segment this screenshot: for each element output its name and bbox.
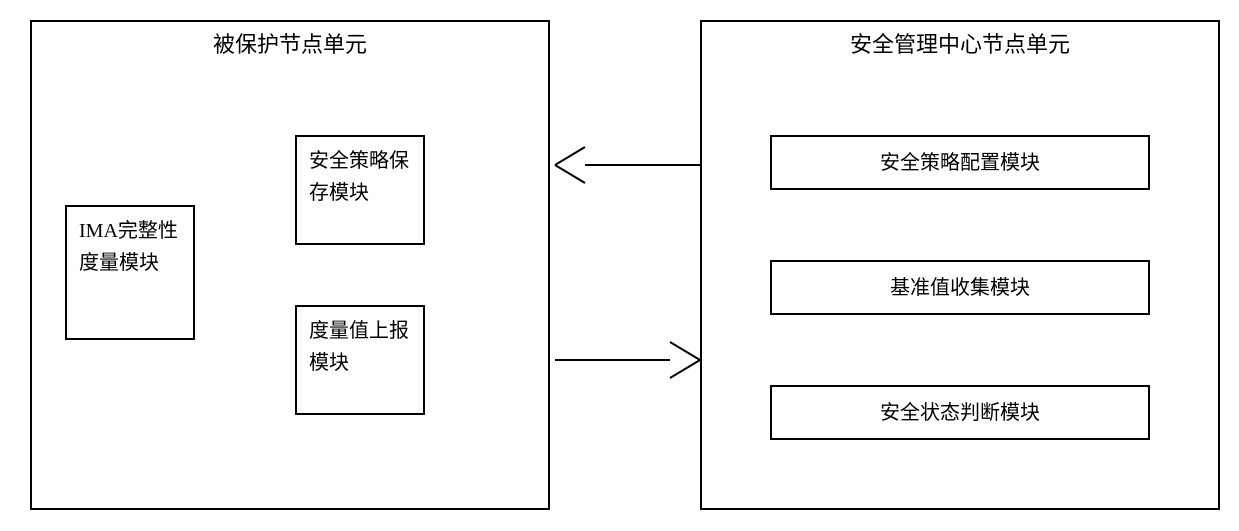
policy-config-module: 安全策略配置模块 [770,135,1150,190]
status-judge-module: 安全状态判断模块 [770,385,1150,440]
protected-node-unit-title: 被保护节点单元 [32,22,548,61]
ima-integrity-module-label: IMA完整性度量模块 [79,220,178,274]
diagram-canvas: 被保护节点单元 安全管理中心节点单元 IMA完整性度量模块 安全策略保存模块 度… [0,0,1239,531]
ima-integrity-module: IMA完整性度量模块 [65,205,195,340]
measure-report-module-label: 度量值上报模块 [309,320,409,374]
policy-config-module-label: 安全策略配置模块 [880,147,1040,179]
security-center-unit-title: 安全管理中心节点单元 [702,22,1218,61]
measure-report-module: 度量值上报模块 [295,305,425,415]
baseline-collect-module-label: 基准值收集模块 [890,272,1030,304]
baseline-collect-module: 基准值收集模块 [770,260,1150,315]
arrow-right-to-left [521,143,734,187]
status-judge-module-label: 安全状态判断模块 [880,397,1040,429]
arrow-left-to-right [521,338,734,382]
policy-save-module-label: 安全策略保存模块 [309,150,409,204]
policy-save-module: 安全策略保存模块 [295,135,425,245]
